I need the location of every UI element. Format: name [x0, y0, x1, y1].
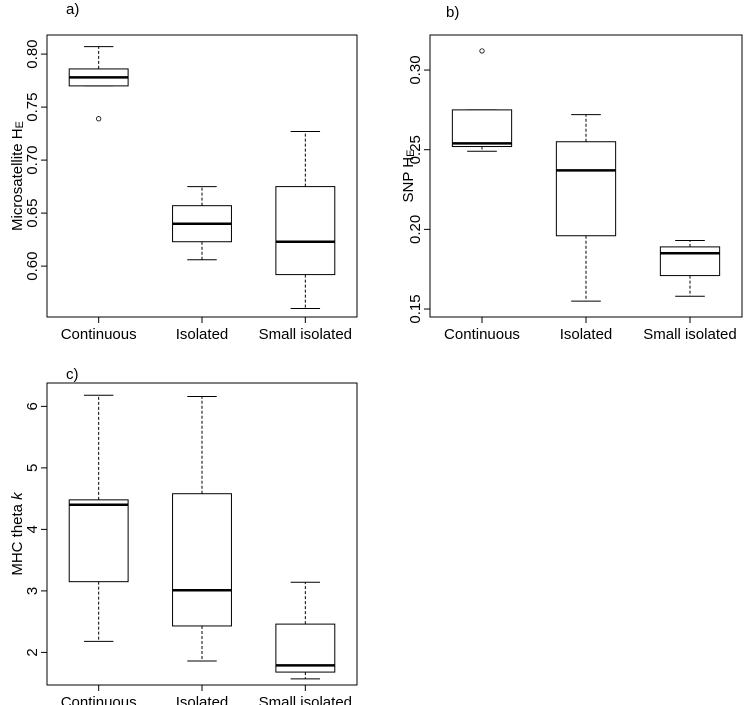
- y-tick-label: 0.30: [407, 55, 424, 84]
- box-3: [659, 240, 721, 297]
- iqr-box: [172, 493, 232, 627]
- panel-label: a): [66, 1, 79, 18]
- y-tick-label: 0.25: [407, 135, 424, 164]
- y-axis-title: Microsatellite HE: [9, 121, 26, 231]
- y-tick-label: 0.15: [407, 294, 424, 323]
- panel-1: a) 0.60 0.65 0.70 0.75 0.80 Microsatellite HE C…: [9, 1, 358, 343]
- iqr-box: [451, 109, 513, 148]
- x-category-label: Small isolated: [259, 326, 352, 343]
- y-tick-label: 3: [24, 587, 41, 595]
- x-category-label: Small isolated: [259, 694, 352, 705]
- y-tick-label: 0.75: [24, 92, 41, 121]
- iqr-box: [275, 186, 336, 276]
- y-tick-label: 0.60: [24, 252, 41, 281]
- y-tick-label: 0.20: [407, 215, 424, 244]
- box-3: [275, 130, 336, 310]
- iqr-box: [555, 141, 617, 237]
- box-2: [172, 396, 232, 662]
- panel-2: b) 0.15 0.20 0.25 0.30 SNP HE Continuous Isolat…: [400, 4, 743, 343]
- x-category-label: Small isolated: [643, 326, 736, 343]
- outlier-point: [96, 116, 102, 122]
- box-2: [172, 186, 232, 261]
- box-1: [451, 48, 513, 152]
- panel-label: b): [446, 4, 459, 21]
- outlier-point: [479, 48, 485, 54]
- x-category-label: Isolated: [176, 326, 229, 343]
- x-category-label: Isolated: [560, 326, 613, 343]
- y-axis-title: SNP HE: [400, 150, 417, 203]
- x-category-label: Continuous: [61, 326, 137, 343]
- box-1: [68, 46, 129, 122]
- x-category-label: Isolated: [176, 694, 229, 705]
- y-tick-label: 0.65: [24, 199, 41, 228]
- panel-3: c) 2 3 4 5 6 MHC theta k Continuous Isolated Smal…: [9, 366, 358, 705]
- box-2: [555, 114, 617, 302]
- y-tick-label: 2: [24, 648, 41, 656]
- x-category-label: Continuous: [61, 694, 137, 705]
- panel-label: c): [66, 366, 79, 383]
- y-tick-label: 5: [24, 464, 41, 472]
- iqr-box: [659, 246, 721, 277]
- box-3: [275, 581, 336, 680]
- y-tick-label: 4: [24, 525, 41, 533]
- box-1: [68, 394, 129, 642]
- y-axis-title: MHC theta k: [9, 491, 26, 576]
- iqr-box: [68, 499, 129, 583]
- x-category-label: Continuous: [444, 326, 520, 343]
- y-tick-label: 0.70: [24, 145, 41, 174]
- y-tick-label: 0.80: [24, 39, 41, 68]
- y-tick-label: 6: [24, 402, 41, 410]
